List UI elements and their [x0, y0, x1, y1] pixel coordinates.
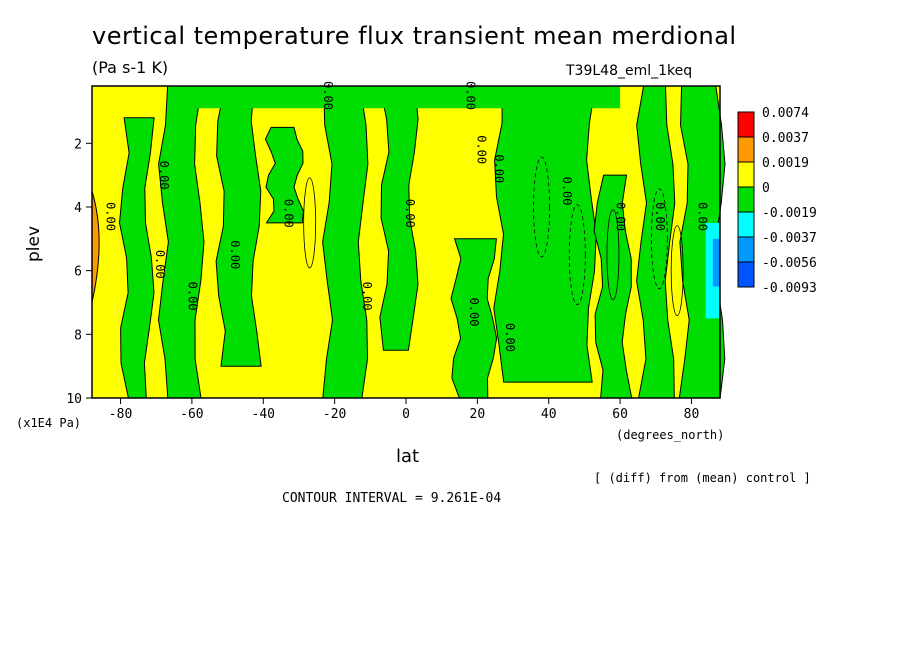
y-tick-label: 8 — [74, 328, 82, 343]
colorbar-label: -0.0056 — [762, 256, 817, 271]
run-label: T39L48_eml_1keq — [566, 63, 693, 79]
contour-interval: CONTOUR INTERVAL = 9.261E-04 — [282, 491, 502, 506]
contour-label: 0.00 — [360, 282, 374, 311]
x-tick-label: 40 — [541, 407, 557, 422]
x-tick-label: -60 — [180, 407, 203, 422]
negative-region — [264, 126, 304, 224]
colorbar-label: 0.0037 — [762, 131, 809, 146]
contour-label: 0.00 — [474, 135, 488, 164]
solid-contour — [606, 209, 620, 301]
y-tick-label: 6 — [74, 265, 82, 280]
dashed-contour — [533, 156, 550, 258]
contour-label: 0.00 — [103, 202, 117, 231]
y-tick-label: 10 — [66, 392, 82, 407]
x-axis-units: (degrees_north) — [616, 428, 725, 442]
colorbar-swatch — [737, 161, 755, 188]
positive-mid-region — [91, 190, 100, 303]
contour-label: 0.00 — [492, 154, 506, 183]
colorbar-label: 0 — [762, 181, 770, 196]
x-tick-label: 80 — [684, 407, 700, 422]
contour-label: 0.00 — [464, 81, 478, 110]
solid-contour — [670, 225, 684, 317]
chart-title: vertical temperature flux transient mean… — [92, 22, 737, 50]
x-tick-label: 60 — [612, 407, 628, 422]
contour-label: 0.00 — [157, 161, 171, 190]
colorbar-swatch — [737, 236, 755, 263]
negative-region — [493, 85, 597, 383]
colorbar-swatch — [737, 186, 755, 213]
x-tick-label: 0 — [402, 407, 410, 422]
contour-label: 0.00 — [321, 81, 335, 110]
x-tick-label: -20 — [323, 407, 346, 422]
contour-label: 0.00 — [282, 199, 296, 228]
contour-label: 0.00 — [153, 250, 167, 279]
contour-label: 0.00 — [403, 199, 417, 228]
contour-label: 0.00 — [228, 240, 242, 269]
x-tick-label: -80 — [109, 407, 132, 422]
negative-strong-region — [712, 238, 720, 287]
contour-label: 0.00 — [696, 202, 710, 231]
colorbar-label: 0.0074 — [762, 106, 809, 121]
colorbar-swatch — [737, 136, 755, 163]
negative-region — [215, 85, 262, 367]
x-axis-label: lat — [396, 446, 420, 467]
chart-units: (Pa s-1 K) — [92, 58, 169, 77]
contour-label: 0.00 — [467, 298, 481, 327]
colorbar-label: -0.0019 — [762, 206, 817, 221]
colorbar-swatch — [737, 261, 755, 288]
x-tick-label: -40 — [252, 407, 275, 422]
solid-contour — [303, 177, 317, 269]
contour-label: 0.00 — [614, 202, 628, 231]
colorbar-swatch — [737, 111, 755, 138]
negative-region — [379, 85, 419, 351]
y-axis-units: (x1E4 Pa) — [16, 416, 82, 430]
diff-note: [ (diff) from (mean) control ] — [594, 471, 811, 485]
colorbar-label: -0.0093 — [762, 281, 817, 296]
dashed-contour — [568, 204, 586, 306]
y-tick-label: 4 — [74, 201, 82, 216]
colorbar-swatch — [737, 211, 755, 238]
dashed-contour — [650, 188, 668, 290]
negative-region-top — [191, 86, 621, 109]
contour-label: 0.00 — [560, 177, 574, 206]
contour-label: 0.00 — [185, 282, 199, 311]
x-tick-label: 20 — [470, 407, 486, 422]
contour-label: 0.00 — [503, 323, 517, 352]
y-tick-label: 2 — [74, 137, 82, 152]
colorbar-label: 0.0019 — [762, 156, 809, 171]
colorbar-label: -0.0037 — [762, 231, 817, 246]
contour-label: 0.00 — [653, 202, 667, 231]
